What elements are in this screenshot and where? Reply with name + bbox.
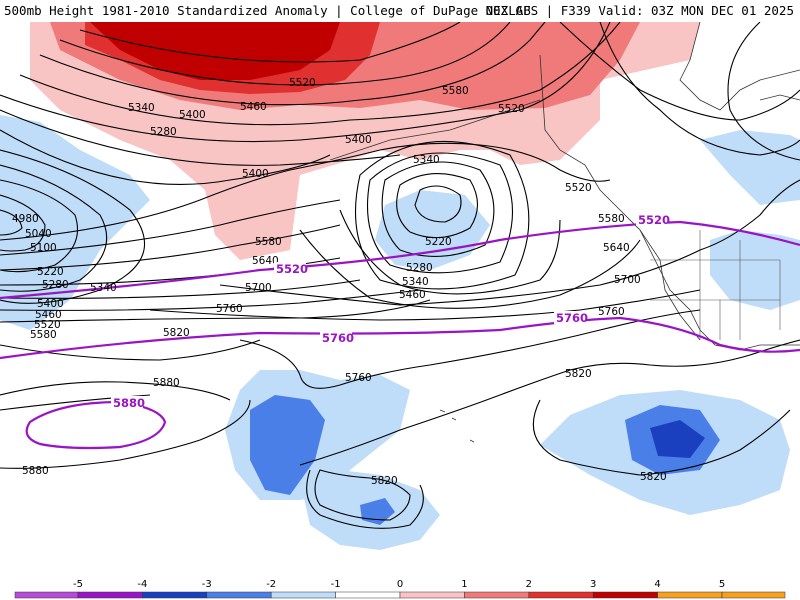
anomaly-colorbar: -5 -4 -3 -2 -1 0 1 2 3 4 5: [0, 574, 800, 600]
contour-label: 5880: [153, 377, 180, 389]
contour-label: 5580: [598, 213, 625, 225]
contour-label: 5400: [345, 134, 372, 146]
contour-label: 5580: [30, 329, 57, 341]
negative-anomaly-fill: [0, 115, 800, 550]
contour-label: 5880: [22, 465, 49, 477]
colorbar-swatch: [142, 591, 208, 599]
colorbar-swatch: [657, 591, 723, 599]
contour-label: 5580: [442, 85, 469, 97]
contour-label: 5700: [614, 274, 641, 286]
contour-labels: 5520 5580 5520 5460 5340 5400 5280 5400 …: [12, 77, 667, 487]
highlight-labels: 5520 5520 5760 5760 5880: [111, 213, 670, 410]
colorbar-tick-label: -2: [266, 579, 276, 590]
colorbar-swatch: [528, 591, 594, 599]
height-contours: [0, 22, 800, 529]
colorbar-tick-label: -5: [73, 579, 83, 590]
contour-label: 5280: [150, 126, 177, 138]
colorbar-swatch: [592, 591, 658, 599]
contour-label: 5100: [30, 242, 57, 254]
colorbar-tick-label: 2: [526, 579, 532, 590]
highlight-label: 5520: [276, 262, 308, 276]
contour-label: 5460: [399, 289, 426, 301]
highlighted-contours: [0, 220, 800, 450]
colorbar-tick-label: -3: [202, 579, 212, 590]
contour-label: 5520: [565, 182, 592, 194]
contour-label: 5280: [42, 279, 69, 291]
colorbar-swatch: [399, 591, 465, 599]
map-header: 500mb Height 1981-2010 Standardized Anom…: [0, 0, 800, 22]
contour-label: 5640: [603, 242, 630, 254]
contour-label: 5400: [37, 298, 64, 310]
colorbar-tick-label: 5: [719, 579, 725, 590]
contour-label: 4980: [12, 213, 39, 225]
contour-label: 5820: [565, 368, 592, 380]
contour-label: 5640: [252, 255, 279, 267]
highlight-label: 5880: [113, 396, 145, 410]
highlight-label: 5760: [322, 331, 354, 345]
highlight-label: 5520: [638, 213, 670, 227]
colorbar-swatches: [14, 591, 786, 599]
contour-label: 5700: [245, 282, 272, 294]
highlight-label: 5760: [556, 311, 588, 325]
contour-label: 5820: [163, 327, 190, 339]
contour-label: 5760: [345, 372, 372, 384]
map-title: 500mb Height 1981-2010 Standardized Anom…: [4, 3, 531, 18]
colorbar-swatch: [464, 591, 530, 599]
contour-label: 5760: [598, 306, 625, 318]
contour-label: 5340: [90, 282, 117, 294]
contour-label: 5520: [34, 319, 61, 331]
colorbar-swatch: [77, 591, 143, 599]
colorbar-tick-label: 1: [461, 579, 467, 590]
contour-label: 5220: [37, 266, 64, 278]
contour-label: 5340: [413, 154, 440, 166]
contour-label: 5400: [242, 168, 269, 180]
contour-label: 5460: [240, 101, 267, 113]
contour-label: 5040: [25, 228, 52, 240]
contour-label: 5460: [35, 309, 62, 321]
contour-label: 5520: [289, 77, 316, 89]
colorbar-ticks: -5 -4 -3 -2 -1 0 1 2 3 4 5: [73, 579, 725, 590]
colorbar-tick-label: 3: [590, 579, 596, 590]
state-borders: [650, 230, 781, 340]
colorbar-swatch: [721, 591, 786, 599]
contour-label: 5340: [128, 102, 155, 114]
positive-anomaly-fill: [30, 22, 700, 260]
model-valid-time: 00Z GFS | F339 Valid: 03Z MON DEC 01 202…: [485, 3, 794, 18]
contour-label: 5580: [255, 236, 282, 248]
contour-label: 5280: [406, 262, 433, 274]
contour-label: 5340: [402, 276, 429, 288]
contour-label: 5400: [179, 109, 206, 121]
contour-label: 5760: [216, 303, 243, 315]
colorbar-swatch: [335, 591, 401, 599]
colorbar-tick-label: -4: [137, 579, 147, 590]
colorbar-tick-label: 0: [397, 579, 403, 590]
colorbar-swatch: [14, 591, 79, 599]
colorbar-tick-label: -1: [331, 579, 341, 590]
colorbar-swatch: [206, 591, 272, 599]
contour-label: 5520: [498, 103, 525, 115]
anomaly-map: 5520 5580 5520 5460 5340 5400 5280 5400 …: [0, 22, 800, 580]
contour-label: 5220: [425, 236, 452, 248]
colorbar-swatch: [270, 591, 336, 599]
colorbar-tick-label: 4: [654, 579, 660, 590]
contour-label: 5820: [640, 471, 667, 483]
contour-label: 5820: [371, 475, 398, 487]
